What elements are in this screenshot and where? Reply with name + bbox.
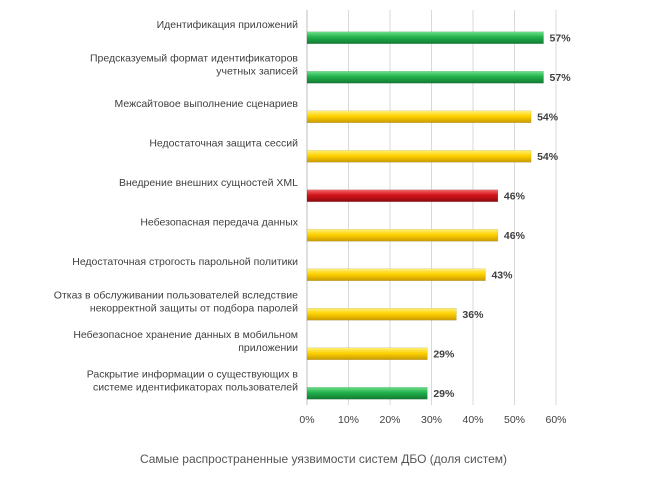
- bar: [306, 31, 544, 44]
- category-label: Недостаточная строгость парольной полити…: [72, 256, 298, 268]
- value-label: 46%: [504, 230, 526, 242]
- category-label: Небезопасное хранение данных в мобильном: [73, 329, 298, 341]
- bar: [306, 70, 544, 84]
- value-label: 36%: [462, 309, 484, 321]
- bars: [306, 31, 544, 400]
- category-label: Идентификация приложений: [157, 19, 299, 31]
- category-label: Внедрение внешних сущностей XML: [119, 177, 298, 189]
- x-axis-ticks: 0% 10% 20% 30% 40% 50% 60%: [299, 414, 566, 426]
- bar: [306, 149, 532, 163]
- category-label: системе идентификаторах пользователей: [93, 382, 298, 394]
- category-label: учетных записей: [216, 66, 298, 78]
- category-label: Отказ в обслуживании пользователей вслед…: [54, 290, 298, 302]
- category-label: некорректной защиты от подбора паролей: [90, 303, 298, 315]
- bar: [306, 110, 532, 123]
- value-labels: 57% 57% 54% 54% 46% 46% 43% 36% 29% 29%: [433, 33, 571, 401]
- x-tick-label: 10%: [338, 414, 359, 426]
- chart-caption: Самые распространенные уязвимости систем…: [139, 452, 508, 466]
- x-tick-label: 50%: [504, 414, 525, 426]
- x-tick-label: 40%: [462, 414, 483, 426]
- category-label: Небезопасная передача данных: [140, 217, 298, 229]
- bar: [306, 189, 499, 202]
- value-label: 43%: [491, 270, 513, 282]
- category-label: приложении: [238, 342, 298, 354]
- grid-lines: [306, 10, 557, 405]
- x-tick-label: 0%: [299, 414, 314, 426]
- category-label: Предсказуемый формат идентификаторов: [90, 53, 298, 65]
- value-label: 54%: [537, 151, 559, 163]
- x-tick-label: 60%: [545, 414, 566, 426]
- category-label: Раскрытие информации о существующих в: [87, 369, 299, 381]
- bar: [306, 268, 486, 281]
- bar: [306, 386, 428, 400]
- bar: [306, 307, 457, 321]
- value-label: 57%: [550, 33, 572, 45]
- vulnerability-bar-chart: Идентификация приложений Предсказуемый фо…: [54, 10, 571, 426]
- value-label: 54%: [537, 112, 559, 124]
- value-label: 29%: [433, 388, 455, 400]
- value-label: 46%: [504, 191, 526, 203]
- x-tick-label: 20%: [379, 414, 400, 426]
- category-label: Межсайтовое выполнение сценариев: [114, 98, 298, 110]
- x-tick-label: 30%: [421, 414, 442, 426]
- category-label: Недостаточная защита сессий: [149, 138, 298, 150]
- value-label: 57%: [550, 72, 572, 84]
- value-label: 29%: [433, 349, 455, 361]
- category-labels: Идентификация приложений Предсказуемый фо…: [54, 19, 299, 394]
- bar: [306, 347, 428, 360]
- bar: [306, 228, 499, 242]
